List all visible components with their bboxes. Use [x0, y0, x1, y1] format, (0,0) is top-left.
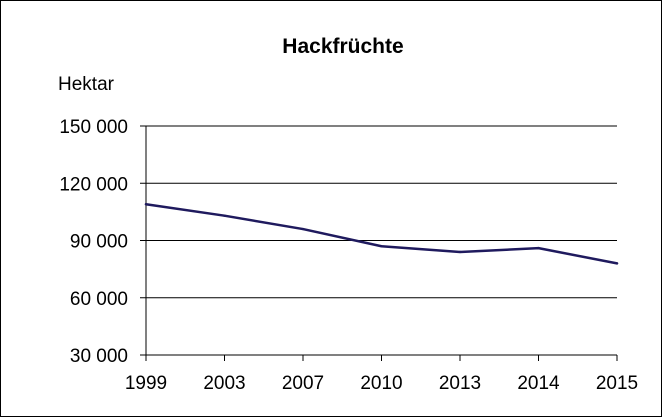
y-ticks: 30 000 60 000 90 000 120 000 150 000 — [59, 117, 146, 367]
x-tick-label: 2014 — [517, 373, 560, 394]
chart-title: Hackfrüchte — [282, 35, 403, 58]
data-point-2013 — [458, 250, 462, 254]
x-tick-label: 1999 — [125, 373, 167, 394]
y-tick-label: 120 000 — [59, 174, 128, 195]
data-point-2010 — [380, 245, 383, 248]
y-tick-label: 150 000 — [59, 117, 128, 138]
x-tick-label: 2013 — [439, 373, 481, 394]
x-tick-label: 2003 — [203, 373, 245, 394]
gridlines — [146, 125, 617, 299]
x-tick-label: 2015 — [596, 373, 638, 394]
data-point-2014 — [537, 246, 540, 250]
y-axis-label: Hektar — [58, 74, 115, 95]
series-line-0 — [144, 202, 619, 265]
series-group — [144, 202, 619, 265]
y-tick-label: 90 000 — [70, 232, 128, 253]
axes — [145, 126, 617, 361]
x-tick-label: 2007 — [282, 373, 324, 394]
data-point-2003 — [223, 214, 226, 217]
y-tick-label: 30 000 — [70, 346, 128, 367]
y-tick-label: 60 000 — [70, 289, 128, 310]
data-point-2007 — [301, 227, 305, 231]
data-point-1999 — [144, 203, 148, 206]
x-tick-label: 2010 — [360, 373, 402, 394]
x-ticks: 1999 2003 2007 2010 2013 2014 2015 — [125, 355, 638, 394]
data-point-2015 — [615, 262, 619, 265]
